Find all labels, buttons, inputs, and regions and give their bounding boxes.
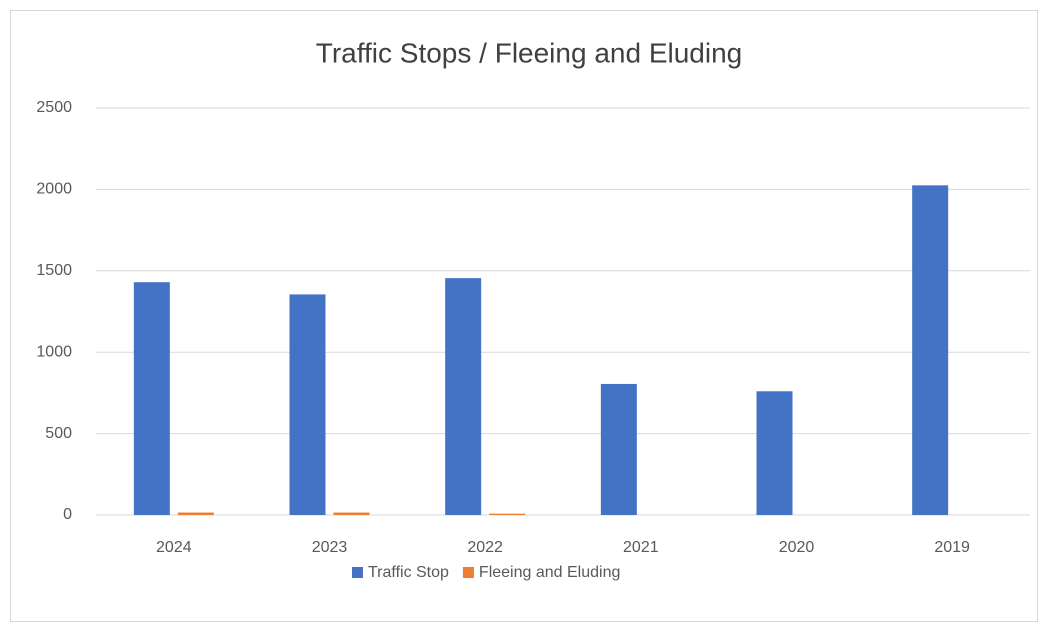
- bar: [489, 513, 526, 515]
- x-tick-label: 2023: [312, 539, 348, 556]
- x-tick-label: 2021: [623, 539, 659, 556]
- legend-swatch: [462, 567, 474, 578]
- y-tick-label: 0: [63, 506, 72, 523]
- y-tick-label: 1500: [36, 262, 72, 279]
- bar: [600, 383, 637, 515]
- y-tick-label: 2000: [36, 181, 72, 198]
- bar: [133, 282, 170, 515]
- bar: [333, 512, 370, 515]
- bar: [289, 294, 326, 515]
- chart-title: Traffic Stops / Fleeing and Eluding: [316, 37, 742, 68]
- y-tick-label: 1000: [36, 343, 72, 360]
- legend-label: Traffic Stop: [368, 564, 449, 581]
- y-tick-label: 2500: [36, 99, 72, 116]
- y-tick-label: 500: [45, 425, 72, 442]
- bar: [177, 512, 214, 515]
- x-tick-label: 2019: [934, 539, 970, 556]
- legend-swatch: [352, 567, 363, 578]
- x-tick-label: 2024: [156, 539, 192, 556]
- x-tick-label: 2022: [467, 539, 503, 556]
- bar: [445, 278, 482, 515]
- bar: [912, 185, 949, 515]
- chart-frame: [10, 10, 1038, 622]
- bar: [756, 391, 793, 515]
- x-tick-label: 2020: [779, 539, 815, 556]
- legend-label: Fleeing and Eluding: [479, 564, 620, 581]
